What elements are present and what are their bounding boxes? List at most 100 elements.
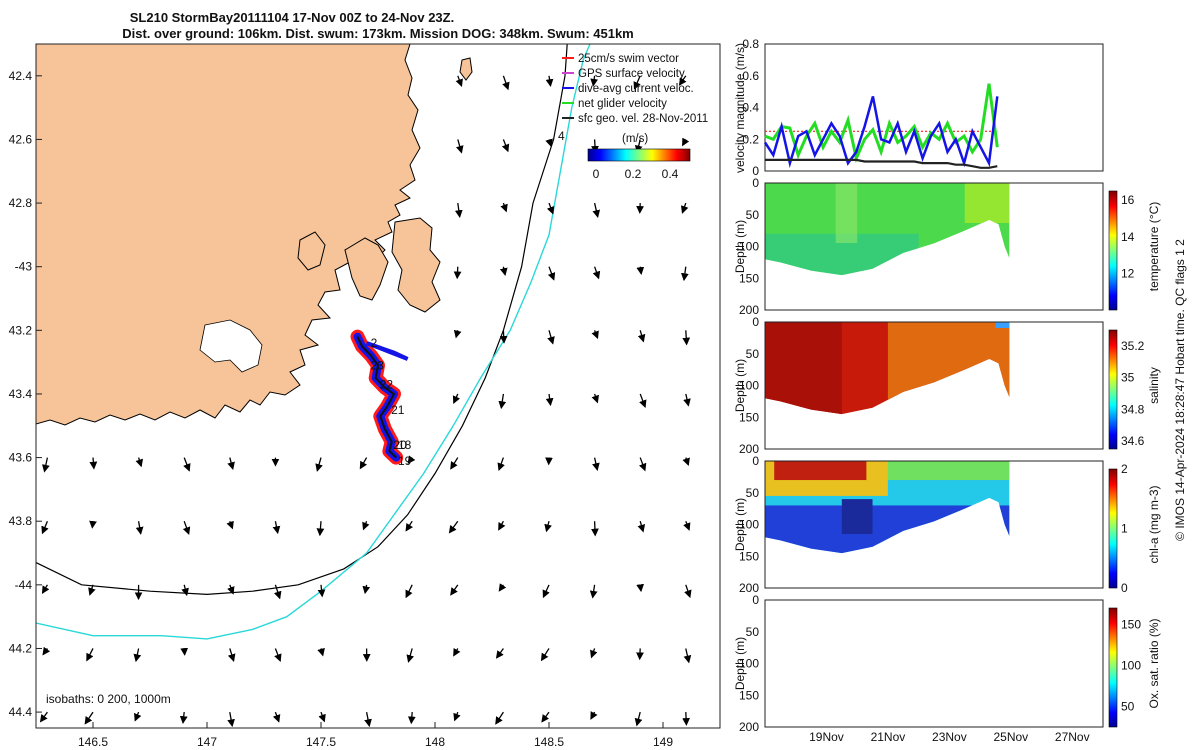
velocity-vector <box>359 457 368 470</box>
velocity-vector <box>678 75 687 86</box>
velocity-vector <box>318 711 326 723</box>
velocity-vector <box>682 137 690 147</box>
velocity-vector <box>453 647 461 657</box>
legend-entry: GPS surface velocity <box>578 68 685 80</box>
colorbar-tick-label: 35.2 <box>1121 339 1145 353</box>
velocity-vector <box>227 711 235 728</box>
surface-velocity-vectors <box>39 75 692 728</box>
velocity-vector <box>634 711 643 727</box>
colorbar-tick-1: 0.2 <box>625 167 642 181</box>
section-colorbar <box>1108 190 1118 311</box>
velocity-vector <box>591 330 599 340</box>
legend-entry: net glider velocity <box>578 98 667 110</box>
map-ytick-label: 42.8 <box>9 196 33 210</box>
maria-island <box>459 57 473 81</box>
colorbar-tick-label: 50 <box>1121 699 1135 713</box>
section-ylabel: Depth (m) <box>733 637 747 690</box>
section-ytick-label: 50 <box>746 347 760 361</box>
velocity-vector <box>547 266 556 281</box>
velocity-vector <box>453 711 461 722</box>
section-xtick-label: 27Nov <box>1055 730 1090 744</box>
section-xtick-label: 19Nov <box>809 730 844 744</box>
velocity-vector <box>495 711 504 725</box>
velocity-vector <box>317 584 326 598</box>
velocity-vector <box>590 75 599 87</box>
colorbar-tick-label: 150 <box>1121 617 1141 631</box>
colorbar-label: Ox. sat. ratio (%) <box>1147 618 1161 708</box>
section-panel-temp: 0 50 100 150 200 Depth (m) 16 14 12 temperature (… <box>733 176 1161 317</box>
velocity-vector <box>499 330 508 344</box>
map-xtick-label: 146.5 <box>78 735 108 749</box>
velocity-vector <box>227 648 236 662</box>
velocity-vector <box>453 266 462 280</box>
colorbar-tick-0: 0 <box>593 167 600 181</box>
velocity-vector <box>589 584 598 599</box>
colorbar-label: chl-a (mg m-3) <box>1147 485 1161 563</box>
map-ytick-label: 43.8 <box>9 514 33 528</box>
velocity-vector <box>84 711 94 725</box>
velocity-vector <box>133 648 142 663</box>
map-xtick-label: 147 <box>197 735 217 749</box>
velocity-vector <box>362 520 370 531</box>
current-vector-spike <box>365 341 409 361</box>
velocity-vector <box>272 521 281 535</box>
section-ytick-label: 150 <box>739 410 759 424</box>
velocity-vector <box>502 75 510 91</box>
velocity-vector <box>135 457 144 468</box>
section-panel-sal: 0 50 100 150 200 Depth (m) 35.2 35 34.8 34.6 salin… <box>733 315 1161 456</box>
velocity-vector <box>42 457 50 473</box>
section-axes <box>764 599 1104 728</box>
map-xtick-label: 149 <box>653 735 673 749</box>
velocity-ytick-label: 0 <box>752 164 759 178</box>
velocity-vector <box>682 330 691 346</box>
map-ytick-label: 42.6 <box>9 132 33 146</box>
section-ytick-label: 0 <box>752 176 759 190</box>
velocity-vector <box>454 202 463 218</box>
colorbar-tick-label: 2 <box>1121 462 1128 476</box>
section-axes <box>764 460 1104 589</box>
velocity-vector <box>683 648 692 664</box>
track-day-label: 20 <box>393 438 407 452</box>
section-ytick-label: 150 <box>739 688 759 702</box>
section-fill <box>765 183 1010 276</box>
legend-entry: dive-avg current veloc. <box>578 83 694 95</box>
tasman-peninsula <box>391 217 441 313</box>
velocity-vector <box>181 584 189 597</box>
section-ytick-label: 200 <box>739 303 759 317</box>
velocity-vector <box>182 520 191 536</box>
footer-stamp: © IMOS 14-Apr-2024 18:28:47 Hobart time.… <box>1173 239 1187 541</box>
velocity-vector <box>364 711 372 728</box>
velocity-vector <box>546 202 555 215</box>
velocity-vector <box>134 711 142 722</box>
velocity-vector <box>682 457 690 467</box>
velocity-vector <box>592 266 601 280</box>
velocity-vector <box>179 712 188 724</box>
colorbar-tick-label: 0 <box>1121 581 1128 595</box>
section-ytick-label: 50 <box>746 625 760 639</box>
velocity-vector <box>540 648 550 662</box>
section-ytick-label: 100 <box>739 657 759 671</box>
colorbar-tick-label: 14 <box>1121 230 1135 244</box>
velocity-vector <box>590 711 598 720</box>
velocity-vector <box>682 712 690 726</box>
section-ytick-label: 200 <box>739 581 759 595</box>
colorbar-tick-label: 1 <box>1121 522 1128 536</box>
velocity-tick-labels: 0 0.2 0.4 0.6 0.8 <box>742 37 759 178</box>
velocity-vector <box>498 583 507 592</box>
section-ytick-label: 0 <box>752 315 759 329</box>
velocity-vector <box>636 648 644 661</box>
velocity-vector <box>41 520 49 535</box>
velocity-vector <box>39 711 48 723</box>
velocity-vector <box>541 711 550 723</box>
map-axes-frame <box>35 43 721 729</box>
section-ytick-label: 100 <box>739 240 759 254</box>
velocity-ytick-label: 0.6 <box>742 69 759 83</box>
section-ytick-label: 150 <box>739 271 759 285</box>
map-ytick-label: 42.4 <box>9 69 33 83</box>
title-line2: Dist. over ground: 106km. Dist. swum: 17… <box>122 26 634 41</box>
velocity-vector <box>89 520 97 529</box>
